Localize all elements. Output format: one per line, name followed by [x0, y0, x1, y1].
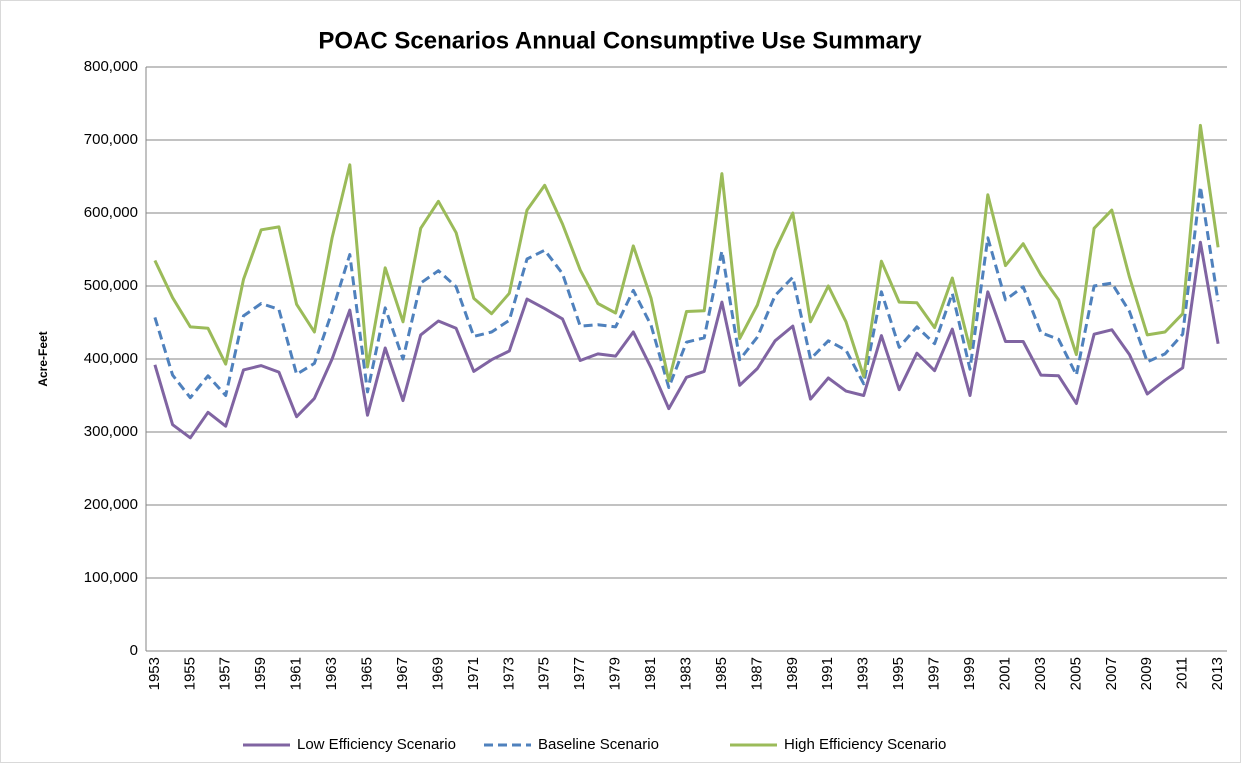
y-tick-label: 600,000 [84, 204, 138, 221]
x-tick-label: 1991 [819, 657, 836, 690]
x-tick-label: 1963 [323, 657, 340, 690]
y-tick-label: 200,000 [84, 496, 138, 513]
x-tick-label: 1973 [500, 657, 517, 690]
x-tick-label: 1989 [784, 657, 801, 690]
y-tick-label: 300,000 [84, 423, 138, 440]
x-tick-label: 1969 [429, 657, 446, 690]
y-tick-label: 800,000 [84, 58, 138, 75]
legend-label: Low Efficiency Scenario [297, 736, 456, 753]
y-axis-label: Acre-Feet [36, 331, 50, 386]
x-tick-label: 1965 [358, 657, 375, 690]
x-tick-label: 2009 [1138, 657, 1155, 690]
x-tick-label: 1981 [642, 657, 659, 690]
x-tick-label: 2005 [1067, 657, 1084, 690]
x-tick-label: 1957 [217, 657, 234, 690]
x-tick-label: 1995 [890, 657, 907, 690]
chart-title: POAC Scenarios Annual Consumptive Use Su… [318, 27, 922, 54]
y-tick-label: 100,000 [84, 569, 138, 586]
legend-label: Baseline Scenario [538, 736, 659, 753]
x-tick-label: 1953 [146, 657, 163, 690]
x-tick-label: 1967 [394, 657, 411, 690]
x-tick-label: 2001 [996, 657, 1013, 690]
y-tick-label: 400,000 [84, 350, 138, 367]
x-tick-label: 1997 [926, 657, 943, 690]
legend-label: High Efficiency Scenario [784, 736, 946, 753]
y-tick-label: 0 [130, 642, 138, 659]
series-line [153, 240, 1220, 440]
x-tick-label: 1979 [607, 657, 624, 690]
chart-frame [0, 0, 1241, 763]
x-tick-label: 2003 [1032, 657, 1049, 690]
x-tick-label: 2011 [1174, 657, 1191, 689]
x-tick-label: 1993 [855, 657, 872, 690]
x-tick-label: 2013 [1209, 657, 1226, 690]
x-tick-label: 1977 [571, 657, 588, 690]
y-tick-label: 500,000 [84, 277, 138, 294]
series-line [153, 185, 1220, 400]
x-tick-label: 1999 [961, 657, 978, 690]
x-tick-label: 1987 [748, 657, 765, 690]
x-tick-label: 1955 [181, 657, 198, 690]
x-tick-label: 1983 [677, 657, 694, 690]
series-line [153, 123, 1220, 383]
x-tick-label: 1959 [252, 657, 269, 690]
x-tick-label: 1961 [288, 657, 305, 690]
x-tick-label: 2007 [1103, 657, 1120, 690]
x-tick-label: 1971 [465, 657, 482, 690]
x-tick-label: 1985 [713, 657, 730, 690]
y-tick-label: 700,000 [84, 131, 138, 148]
x-tick-label: 1975 [536, 657, 553, 690]
